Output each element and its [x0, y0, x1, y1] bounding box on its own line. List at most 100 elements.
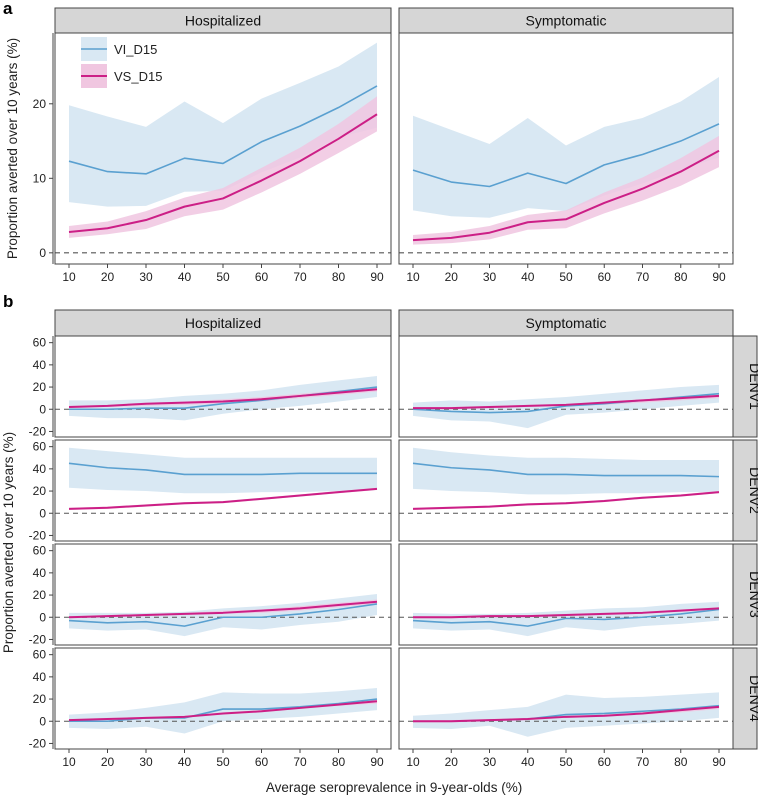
panel-a-symptomatic-x-axis-tick-label: 80 — [674, 270, 688, 284]
panel-b-denv1-y-axis-tick-label: 0 — [39, 402, 46, 416]
panel-a-hospitalized-x-axis-tick-label: 40 — [178, 270, 192, 284]
panel-b-denv3-symptomatic-plot — [398, 543, 734, 646]
panel-b-symptomatic-x-axis-tick-label: 80 — [674, 755, 688, 769]
panel-b-denv2-hospitalized-plot-vs-d15-band — [69, 487, 377, 510]
panel-b-symptomatic-strip — [398, 309, 734, 337]
panel-a-hospitalized-x-axis-tick-label: 60 — [255, 270, 269, 284]
panel-a-y-axis-tick-label: 10 — [33, 171, 47, 185]
panel-b-symptomatic-x-axis-tick-label: 40 — [521, 755, 535, 769]
panel-b-symptomatic-x-axis: 10 20 30 40 50 60 70 80 90 — [406, 749, 726, 769]
panel-b-denv3-hospitalized-plot-frame — [54, 543, 392, 646]
panel-b-denv2-y-axis-tick-label: 40 — [33, 462, 47, 476]
panel-b-denv1-symptomatic-plot-background — [399, 336, 733, 437]
panel-a-symptomatic-plot-vs-d15-line — [412, 149, 720, 242]
panel-a-y-axis-tick-label: 20 — [33, 97, 47, 111]
panel-b-denv4-strip-label: DENV4 — [747, 675, 758, 722]
panel-b-denv2-y-axis-tick-label: -20 — [29, 528, 47, 542]
panel-b-denv2-symptomatic-plot-vi-d15-band — [413, 447, 719, 495]
panel-b-denv2-strip-label: DENV2 — [747, 467, 758, 514]
panel-b-hospitalized-x-axis: 10 20 30 40 50 60 70 80 90 — [62, 749, 384, 769]
panel-b-denv3-strip-label: DENV3 — [747, 571, 758, 618]
panel-a-letter: a — [3, 0, 13, 18]
panel-b-denv1-symptomatic-plot-vs-d15-line — [413, 394, 720, 410]
panel-b-denv3-hospitalized-plot — [54, 543, 392, 646]
panel-b-denv3-y-axis-tick-label: 20 — [33, 588, 47, 602]
panel-b-denv4-hospitalized-plot — [54, 647, 392, 750]
panel-a-symptomatic-x-axis-tick-label: 30 — [483, 270, 497, 284]
panel-b-hospitalized-x-axis-tick-label: 50 — [216, 755, 230, 769]
panel-b-denv2-symptomatic-plot-vs-d15-line — [412, 491, 720, 510]
panel-b-denv4-y-axis-tick-label: 60 — [33, 648, 47, 662]
panel-b-denv2-symptomatic-plot — [398, 439, 734, 542]
panel-b-denv3-hospitalized-plot-vs-d15-line — [68, 600, 378, 619]
panel-a-symptomatic-plot-vi-d15-line — [412, 123, 720, 188]
panel-b-denv2-strip — [732, 439, 758, 542]
panel-b-denv2-y-axis-tick-label: 60 — [33, 440, 47, 454]
panel-a-symptomatic-x-axis-tick-label: 40 — [521, 270, 535, 284]
panel-a-hospitalized-x-axis-tick-label: 80 — [332, 270, 346, 284]
panel-b-symptomatic-x-axis-tick-label: 60 — [598, 755, 612, 769]
panel-b-denv4-y-axis-tick-label: -20 — [29, 736, 47, 750]
panel-a-hospitalized-x-axis-tick-label: 50 — [216, 270, 230, 284]
panel-a-symptomatic-x-axis-tick-label: 50 — [559, 270, 573, 284]
panel-a-y-axis: 0 10 20 — [33, 33, 54, 264]
panel-a-hospitalized-x-axis-tick-label: 20 — [101, 270, 115, 284]
panel-a-symptomatic-x-axis-tick-label: 90 — [712, 270, 726, 284]
panel-b-hospitalized-x-axis-tick-label: 80 — [332, 755, 346, 769]
panel-b-denv4-y-axis-tick-label: 40 — [33, 670, 47, 684]
panel-b-denv1-hospitalized-plot — [54, 335, 392, 438]
panel-a-hospitalized-plot-vs-d15-line — [68, 113, 378, 233]
panel-b-denv1-y-axis: -20 0 20 40 60 — [29, 336, 54, 438]
panel-b-hospitalized-x-axis-tick-label: 10 — [62, 755, 76, 769]
panel-b-hospitalized-x-axis-tick-label: 60 — [255, 755, 269, 769]
panel-b-hospitalized-x-axis-tick-label: 30 — [139, 755, 153, 769]
panel-b-denv3-y-axis-tick-label: 40 — [33, 566, 47, 580]
panel-b-denv2-symptomatic-plot-vi-d15-line — [412, 462, 720, 478]
panel-b-denv2-hospitalized-plot-vi-d15-line — [68, 462, 377, 476]
panel-b-denv4-symptomatic-plot — [398, 647, 734, 750]
panel-a-symptomatic-x-axis-tick-label: 60 — [598, 270, 612, 284]
panel-b-symptomatic-x-axis-tick-label: 20 — [445, 755, 459, 769]
panel-b-denv4-y-axis-tick-label: 0 — [39, 714, 46, 728]
panel-b-denv3-symptomatic-plot-vi-d15-line — [412, 608, 720, 627]
panel-b-denv1-hospitalized-plot-frame — [54, 335, 392, 438]
panel-b-denv1-y-axis-tick-label: 40 — [33, 358, 47, 372]
panel-a-hospitalized-strip-label: Hospitalized — [185, 13, 261, 29]
panel-a-symptomatic-plot — [398, 32, 734, 265]
panel-b-hospitalized-x-axis-tick-label: 20 — [101, 755, 115, 769]
panel-b-symptomatic-x-axis-tick-label: 30 — [483, 755, 497, 769]
panel-a-hospitalized-x-axis-tick-label: 30 — [139, 270, 153, 284]
panel-a-hospitalized-strip — [54, 7, 392, 34]
panel-b-denv4-hospitalized-plot-vi-d15-line — [69, 698, 378, 723]
panel-b-letter: b — [3, 292, 13, 311]
panel-a-hospitalized-x-axis-tick-label: 70 — [293, 270, 307, 284]
panel-b-hospitalized-strip — [54, 309, 392, 337]
panel-a-hospitalized-x-axis-tick-label: 90 — [370, 270, 384, 284]
panel-b-denv2-hospitalized-plot-vs-d15-line — [68, 487, 378, 510]
panel-b-denv1-y-axis-tick-label: 60 — [33, 336, 47, 350]
panel-a-hospitalized-plot-vs-d15-band — [69, 96, 377, 238]
panel-a-hospitalized-plot-vi-d15-line — [68, 85, 378, 175]
panel-b-denv4-symptomatic-plot-vs-d15-line — [413, 705, 720, 723]
panel-a-symptomatic-strip — [398, 7, 734, 34]
panel-b-denv4-hospitalized-plot-vs-d15-line — [68, 700, 378, 722]
panel-b-symptomatic-x-axis-tick-label: 50 — [559, 755, 573, 769]
legend-label-vi-d15: VI_D15 — [114, 42, 157, 57]
panel-a-y-axis-tick-label: 0 — [39, 246, 46, 260]
panel-a-hospitalized-x-axis: 10 20 30 40 50 60 70 80 90 — [62, 264, 384, 284]
panel-b-hospitalized-x-axis-tick-label: 70 — [293, 755, 307, 769]
panel-b-denv2-hospitalized-plot-frame — [54, 439, 392, 542]
panel-a-symptomatic-plot-vs-d15-band — [413, 135, 719, 245]
panel-b-symptomatic-strip-label: Symptomatic — [526, 315, 607, 331]
panel-a-hospitalized-plot-vi-d15-band — [69, 42, 377, 207]
panel-b-denv1-strip-label: DENV1 — [747, 363, 758, 410]
panel-a-symptomatic-x-axis-tick-label: 70 — [636, 270, 650, 284]
panel-a-symptomatic-x-axis: 10 20 30 40 50 60 70 80 90 — [406, 264, 726, 284]
panel-a-symptomatic-strip-label: Symptomatic — [526, 13, 607, 29]
panel-b-denv1-symptomatic-plot — [398, 335, 734, 438]
legend: VI_D15 VS_D15 — [81, 37, 162, 88]
panel-b-denv3-y-axis-tick-label: 60 — [33, 544, 47, 558]
panel-b-denv3-y-axis-tick-label: -20 — [29, 632, 47, 646]
panel-b-denv2-y-axis-tick-label: 20 — [33, 484, 47, 498]
